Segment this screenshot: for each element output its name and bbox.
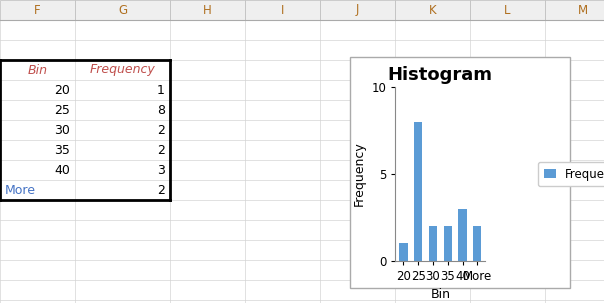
Text: 25: 25 <box>54 104 70 116</box>
Text: Bin: Bin <box>28 64 48 76</box>
Text: 8: 8 <box>157 104 165 116</box>
Text: More: More <box>5 184 36 197</box>
Bar <box>429 226 437 261</box>
Text: 35: 35 <box>54 144 70 157</box>
Bar <box>414 122 422 261</box>
Bar <box>245 0 320 20</box>
Bar <box>170 0 245 20</box>
Text: I: I <box>281 4 284 16</box>
Bar <box>395 0 470 20</box>
Text: 1: 1 <box>157 84 165 96</box>
Text: G: G <box>118 4 127 16</box>
Text: 40: 40 <box>54 164 70 177</box>
Bar <box>458 209 466 261</box>
Bar <box>0 0 75 20</box>
Bar <box>545 0 604 20</box>
Bar <box>470 0 545 20</box>
Text: L: L <box>504 4 511 16</box>
Y-axis label: Frequency: Frequency <box>353 142 366 206</box>
Text: 2: 2 <box>157 184 165 197</box>
Title: Histogram: Histogram <box>388 66 493 84</box>
Bar <box>75 0 170 20</box>
Text: 3: 3 <box>157 164 165 177</box>
Text: 2: 2 <box>157 144 165 157</box>
Legend: Frequency: Frequency <box>538 161 604 186</box>
Text: F: F <box>34 4 41 16</box>
X-axis label: Bin: Bin <box>431 288 451 301</box>
Text: K: K <box>429 4 436 16</box>
Text: J: J <box>356 4 359 16</box>
Bar <box>399 243 408 261</box>
Bar <box>350 57 570 288</box>
Text: M: M <box>577 4 588 16</box>
Text: Frequency: Frequency <box>89 64 155 76</box>
Bar <box>444 226 452 261</box>
Text: 20: 20 <box>54 84 70 96</box>
Text: 30: 30 <box>54 124 70 136</box>
Text: 2: 2 <box>157 124 165 136</box>
Bar <box>320 0 395 20</box>
Text: H: H <box>203 4 212 16</box>
Bar <box>473 226 481 261</box>
